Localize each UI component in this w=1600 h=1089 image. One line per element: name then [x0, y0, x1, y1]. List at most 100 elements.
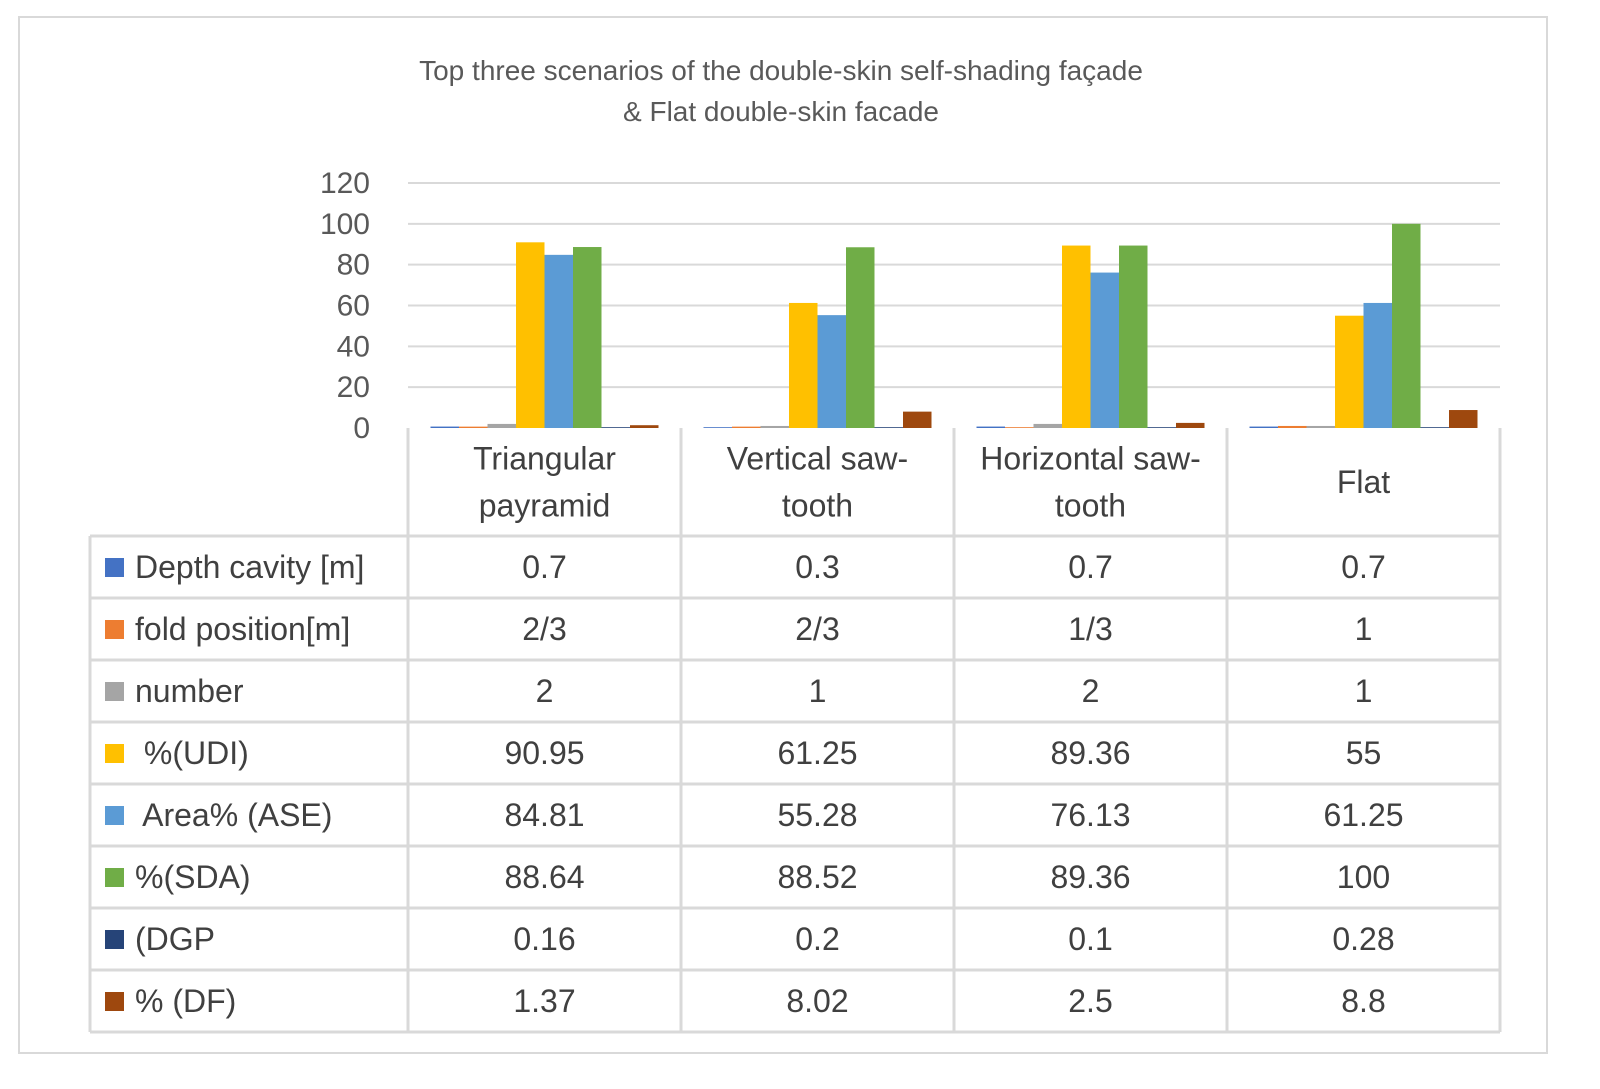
- bar: [903, 411, 932, 428]
- y-tick-label: 20: [337, 371, 370, 404]
- category-label: Horizontal saw-tooth: [980, 441, 1201, 524]
- bar: [1033, 423, 1062, 428]
- category-label-line: Triangular: [473, 441, 616, 477]
- series-name: Depth cavity [m]: [135, 549, 364, 585]
- category-label-line: tooth: [1055, 488, 1126, 524]
- table-cell-value: 89.36: [1050, 859, 1130, 895]
- legend-key: [105, 682, 124, 701]
- bar: [703, 427, 732, 428]
- bar: [1306, 425, 1335, 428]
- bar: [516, 242, 545, 428]
- bar: [874, 427, 903, 428]
- bar: [630, 425, 659, 428]
- chart-title-line-2: & Flat double-skin facade: [623, 96, 939, 127]
- bar: [1278, 425, 1307, 428]
- legend-key: [105, 992, 124, 1011]
- table-cell-value: 88.52: [777, 859, 857, 895]
- legend-key: [105, 558, 124, 577]
- table-cell-value: 2.5: [1068, 983, 1112, 1019]
- table-cell-value: 76.13: [1050, 797, 1130, 833]
- category-label: Flat: [1337, 464, 1390, 500]
- table-cell-value: 0.7: [1341, 549, 1385, 585]
- bar: [459, 426, 488, 428]
- category-label: Vertical saw-tooth: [727, 441, 908, 524]
- legend-key: [105, 930, 124, 949]
- chart-title: Top three scenarios of the double-skin s…: [0, 50, 1562, 132]
- bar: [601, 427, 630, 428]
- table-cell-value: 55: [1346, 735, 1382, 771]
- bar: [1062, 245, 1091, 428]
- series-name: (DGP: [135, 921, 215, 957]
- legend-key: [105, 806, 124, 825]
- bar: [487, 423, 516, 428]
- series-name: number: [135, 673, 244, 709]
- table-cell-value: 100: [1337, 859, 1390, 895]
- y-tick-label: 100: [320, 208, 370, 241]
- y-tick-label: 60: [337, 290, 370, 323]
- y-tick-label: 0: [353, 412, 370, 445]
- category-label-line: tooth: [782, 488, 853, 524]
- chart-title-line-1: Top three scenarios of the double-skin s…: [419, 55, 1143, 86]
- bar: [789, 302, 818, 428]
- category-label-line: Flat: [1337, 464, 1390, 500]
- bar: [846, 247, 875, 428]
- series-name: %(UDI): [135, 735, 249, 771]
- bar: [430, 426, 459, 428]
- category-label-line: Vertical saw-: [727, 441, 908, 477]
- bar: [1090, 272, 1119, 428]
- category-label-line: payramid: [479, 488, 611, 524]
- bar: [976, 426, 1005, 428]
- table-cell-value: 1: [1355, 611, 1373, 647]
- bar: [1005, 427, 1034, 428]
- y-tick-label: 80: [337, 249, 370, 282]
- table-cell-value: 55.28: [777, 797, 857, 833]
- bar: [760, 425, 789, 428]
- legend-key: [105, 868, 124, 887]
- table-cell-value: 1/3: [1068, 611, 1112, 647]
- series-name: fold position[m]: [135, 611, 350, 647]
- table-cell-value: 1: [1355, 673, 1373, 709]
- table-cell-value: 90.95: [504, 735, 584, 771]
- y-tick-label: 40: [337, 330, 370, 363]
- table-cell-value: 61.25: [1323, 797, 1403, 833]
- series-name: %(SDA): [135, 859, 251, 895]
- table-cell-value: 88.64: [504, 859, 584, 895]
- table-cell-value: 0.16: [513, 921, 575, 957]
- bar: [1449, 410, 1478, 428]
- bar: [1119, 245, 1148, 428]
- table-cell-value: 2/3: [795, 611, 839, 647]
- bar: [573, 247, 602, 428]
- series-name: % (DF): [135, 983, 236, 1019]
- table-cell-value: 61.25: [777, 735, 857, 771]
- table-cell-value: 2: [1082, 673, 1100, 709]
- table-cell-value: 0.7: [522, 549, 566, 585]
- bar: [817, 315, 846, 428]
- bar: [1335, 315, 1364, 428]
- bar: [1249, 426, 1278, 428]
- series-name: Area% (ASE): [135, 797, 332, 833]
- table-cell-value: 1: [809, 673, 827, 709]
- table-cell-value: 0.3: [795, 549, 839, 585]
- legend-key: [105, 620, 124, 639]
- table-cell-value: 1.37: [513, 983, 575, 1019]
- table-cell-value: 0.7: [1068, 549, 1112, 585]
- table-cell-value: 0.28: [1332, 921, 1394, 957]
- y-tick-label: 120: [320, 167, 370, 200]
- table-cell-value: 0.2: [795, 921, 839, 957]
- table-cell-value: 89.36: [1050, 735, 1130, 771]
- table-cell-value: 84.81: [504, 797, 584, 833]
- table-cell-value: 2/3: [522, 611, 566, 647]
- category-label-line: Horizontal saw-: [980, 441, 1201, 477]
- table-cell-value: 8.8: [1341, 983, 1385, 1019]
- category-label: Triangular payramid: [473, 441, 616, 524]
- table-cell-value: 2: [536, 673, 554, 709]
- table-cell-value: 0.1: [1068, 921, 1112, 957]
- table-cell-value: 8.02: [786, 983, 848, 1019]
- bar: [1392, 223, 1421, 428]
- legend-key: [105, 744, 124, 763]
- bar: [544, 254, 573, 428]
- bar: [1176, 422, 1205, 428]
- bar: [1363, 302, 1392, 428]
- bar: [732, 426, 761, 428]
